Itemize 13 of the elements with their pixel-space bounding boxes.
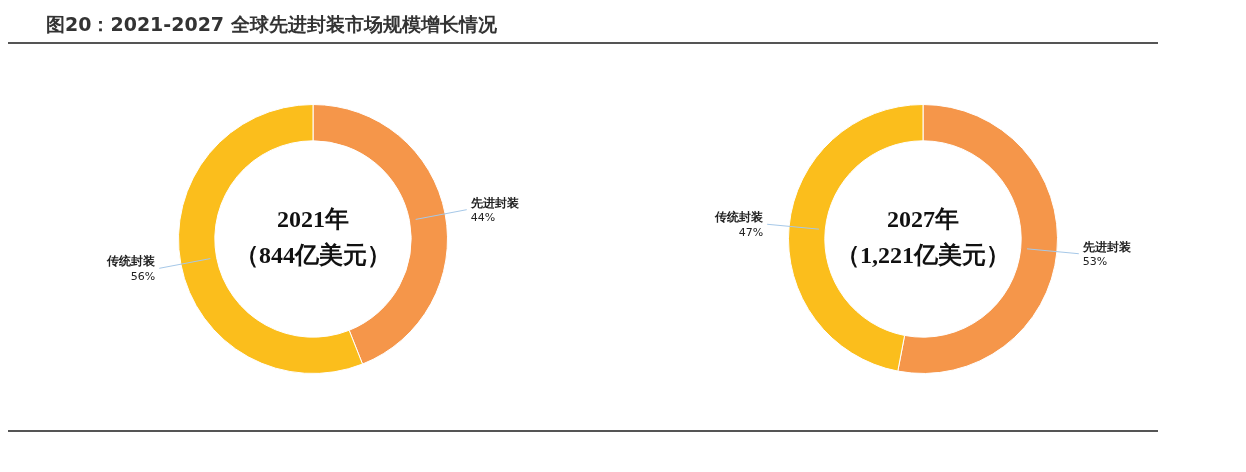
data-label: 44%	[470, 211, 496, 225]
text: （1,221亿美元）	[836, 241, 1010, 269]
text: 2027年	[887, 206, 959, 233]
slice-label: 先进封装	[469, 195, 520, 210]
data-label: 53%	[1082, 255, 1108, 269]
chart-title: 图20：2021-2027 全球先进封装市场规模增长情况	[8, 8, 1158, 44]
slice-label: 传统封装	[106, 254, 157, 269]
slice-label: 先进封装	[1081, 239, 1132, 254]
data-label: 47%	[738, 225, 764, 239]
data-label: 56%	[130, 269, 156, 283]
slice-label: 传统封装	[714, 210, 765, 225]
text: 2021年	[277, 206, 349, 233]
text: （844亿美元）	[235, 241, 391, 269]
